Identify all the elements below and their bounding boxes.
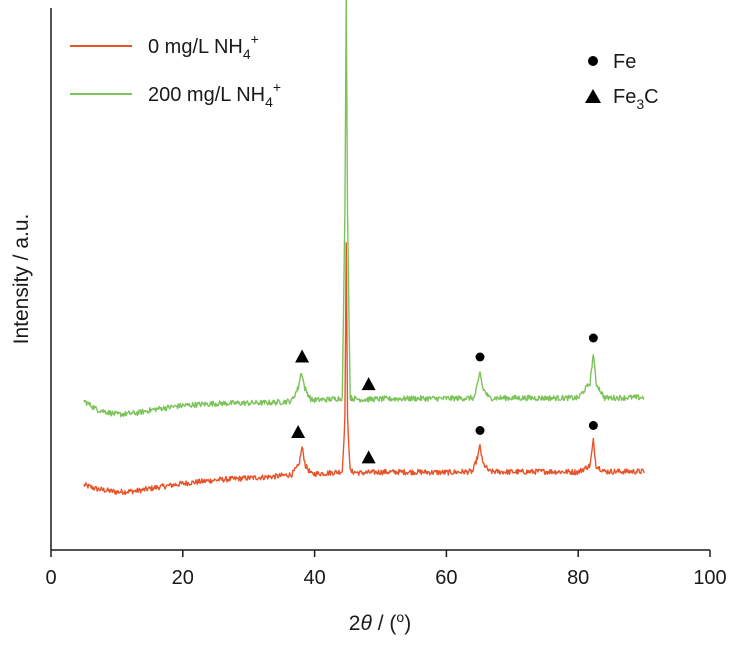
fe3c-peak-marker: [361, 450, 376, 464]
fe3c-peak-marker: [295, 349, 310, 363]
peak-marker-layer: [291, 333, 598, 464]
marker-legend-label-fe: Fe: [613, 51, 636, 73]
x-tick-label: 20: [172, 567, 194, 589]
series-legend: 0 mg/L NH4+ 200 mg/L NH4+: [70, 31, 281, 110]
x-tick-label: 0: [45, 567, 56, 589]
x-axis-title: 2θ / (o): [349, 609, 411, 635]
legend-label-0: 0 mg/L NH4+: [148, 31, 259, 62]
marker-legend-triangle-icon: [585, 89, 601, 103]
fe3c-peak-marker: [291, 425, 306, 438]
series-line-0: [83, 242, 645, 496]
y-axis-title: Intensity / a.u.: [10, 214, 33, 345]
series-layer: [83, 0, 645, 496]
x-tick-label: 40: [303, 567, 325, 589]
fe-peak-marker: [588, 333, 598, 343]
marker-legend: Fe Fe3C: [585, 51, 659, 112]
marker-legend-label-fe3c: Fe3C: [613, 86, 659, 112]
fe-peak-marker: [475, 426, 485, 435]
legend-label-1: 200 mg/L NH4+: [148, 79, 281, 110]
series-line-1: [83, 0, 645, 418]
x-axis-ticks: 0 20 40 60 80 100: [45, 550, 727, 589]
x-tick-label: 100: [693, 567, 726, 589]
fe-peak-marker: [475, 352, 485, 362]
fe3c-peak-marker: [361, 377, 376, 391]
x-tick-label: 80: [567, 567, 589, 589]
x-tick-label: 60: [435, 567, 457, 589]
fe-peak-marker: [588, 421, 598, 430]
marker-legend-circle-icon: [588, 56, 598, 66]
